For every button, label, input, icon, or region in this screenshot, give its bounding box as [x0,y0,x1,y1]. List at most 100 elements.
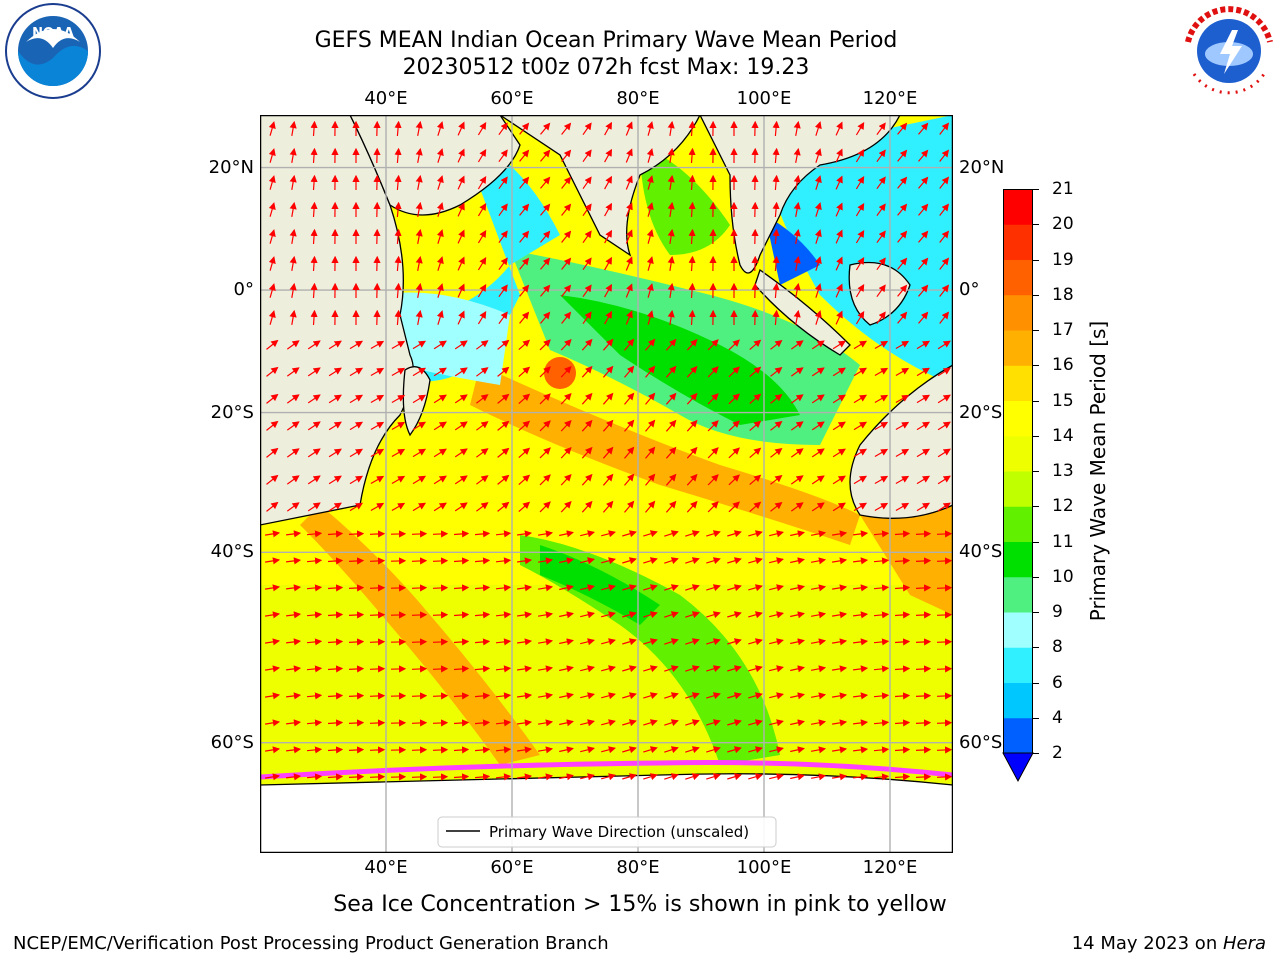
wave-arrow [665,446,677,459]
lat-tick-right: 20°N [959,156,1005,178]
wave-arrow [498,230,508,244]
wave-arrow [477,202,487,217]
wave-arrow [894,719,911,727]
wave-arrow [832,746,848,754]
wave-arrow [622,719,637,727]
wave-arrow [495,773,512,781]
wave-arrow [915,584,932,592]
wave-arrow [664,638,679,646]
wave-arrow [748,746,763,754]
wave-arrow [477,229,487,244]
wave-arrow [646,310,654,325]
wave-arrow [874,475,889,485]
wave-arrow [748,611,763,619]
lat-tick-right: 0° [959,279,980,301]
wave-arrow [770,393,783,404]
wave-arrow [832,611,848,619]
wave-arrow [370,340,385,350]
wave-arrow [664,530,679,538]
wave-arrow [560,474,572,486]
wave-arrow [897,257,908,270]
wave-arrow [894,530,911,538]
wave-arrow [453,557,470,565]
wave-arrow [498,284,508,298]
wave-arrow [539,339,551,351]
wave-arrow [832,638,848,646]
colorbar-tick-mark [1033,753,1039,754]
wave-arrow [391,394,406,404]
wave-arrow [897,149,908,162]
wave-arrow [519,284,530,297]
wave-arrow [454,394,468,404]
wave-arrow [474,665,491,673]
wave-arrow [665,392,677,405]
wave-arrow [853,692,869,700]
wave-arrow [665,365,677,378]
wave-arrow [937,394,951,404]
wave-arrow [369,584,386,592]
wave-arrow [349,367,364,377]
wave-arrow [727,611,742,619]
wave-arrow [686,338,698,351]
wave-arrow [916,502,931,512]
wave-arrow [601,719,616,727]
wave-arrow [894,638,911,646]
colorbar-tick-label: 12 [1052,496,1074,517]
wave-arrow [436,202,444,217]
wave-arrow [476,421,489,431]
wave-arrow [645,392,656,405]
wave-arrow [266,339,279,350]
wave-arrow [411,773,428,781]
wave-arrow [625,175,633,190]
wave-arrow [643,719,658,727]
wave-arrow [707,501,719,513]
wave-arrow [306,611,323,619]
wave-arrow [918,149,929,162]
wave-arrow [517,665,533,673]
wave-arrow [873,746,890,754]
wave-arrow [706,665,721,673]
wave-arrow [474,530,491,538]
wave-arrow [453,638,470,646]
wave-arrow [814,256,822,271]
colorbar-swatch [1003,294,1033,331]
wave-arrow [897,311,908,324]
wave-arrow [688,120,696,137]
wave-arrow [454,340,468,350]
wave-arrow [265,746,281,754]
wave-arrow [894,584,911,592]
wave-arrow [790,773,805,781]
wave-arrow [286,746,302,754]
wave-arrow [582,122,592,136]
wave-arrow [874,367,889,377]
wave-arrow [832,719,848,727]
wave-arrow [916,394,931,404]
wave-arrow [415,174,423,191]
colorbar-tick-mark [1033,682,1039,684]
wave-arrow [645,419,656,432]
wave-arrow [582,284,592,298]
wave-arrow [454,502,468,512]
wave-arrow [772,282,780,299]
wave-arrow [517,746,533,754]
colorbar-extend [1002,752,1034,783]
wave-arrow [582,257,592,271]
wave-arrow [477,256,487,271]
wave-arrow [411,584,428,592]
wave-arrow [646,175,654,190]
wave-arrow [537,611,554,619]
wave-arrow [918,284,929,297]
wave-arrow [643,746,658,754]
wave-arrow [306,746,323,754]
wave-arrow [937,340,951,350]
wave-arrow [936,557,953,565]
wave-arrow [561,122,572,135]
wave-arrow [772,309,780,326]
wave-arrow [811,367,825,377]
wave-arrow [811,340,825,350]
wave-arrow [289,282,297,299]
colorbar-swatch [1003,576,1033,613]
wave-arrow [540,203,551,216]
wave-arrow [769,665,784,673]
wave-arrow [625,310,633,325]
